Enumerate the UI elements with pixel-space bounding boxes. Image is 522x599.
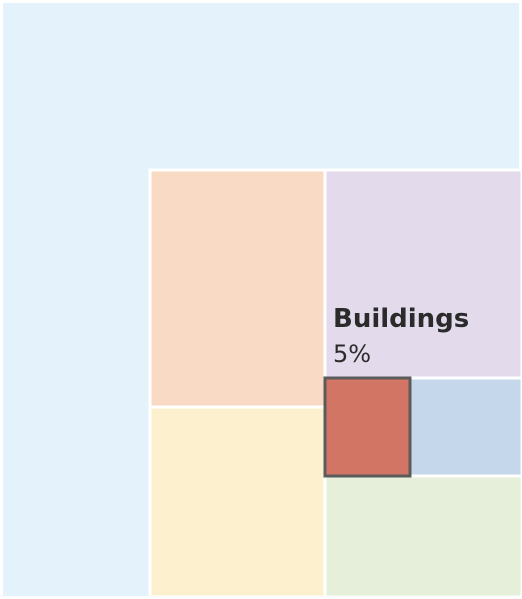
buildings-cell (323, 376, 412, 478)
green-cell (323, 474, 522, 599)
blue-cell (408, 376, 522, 478)
buildings-label: Buildings (333, 304, 469, 334)
purple-cell (323, 168, 522, 380)
yellow-cell (148, 405, 327, 599)
buildings-value: 5% (333, 340, 371, 368)
orange-cell (148, 168, 327, 409)
